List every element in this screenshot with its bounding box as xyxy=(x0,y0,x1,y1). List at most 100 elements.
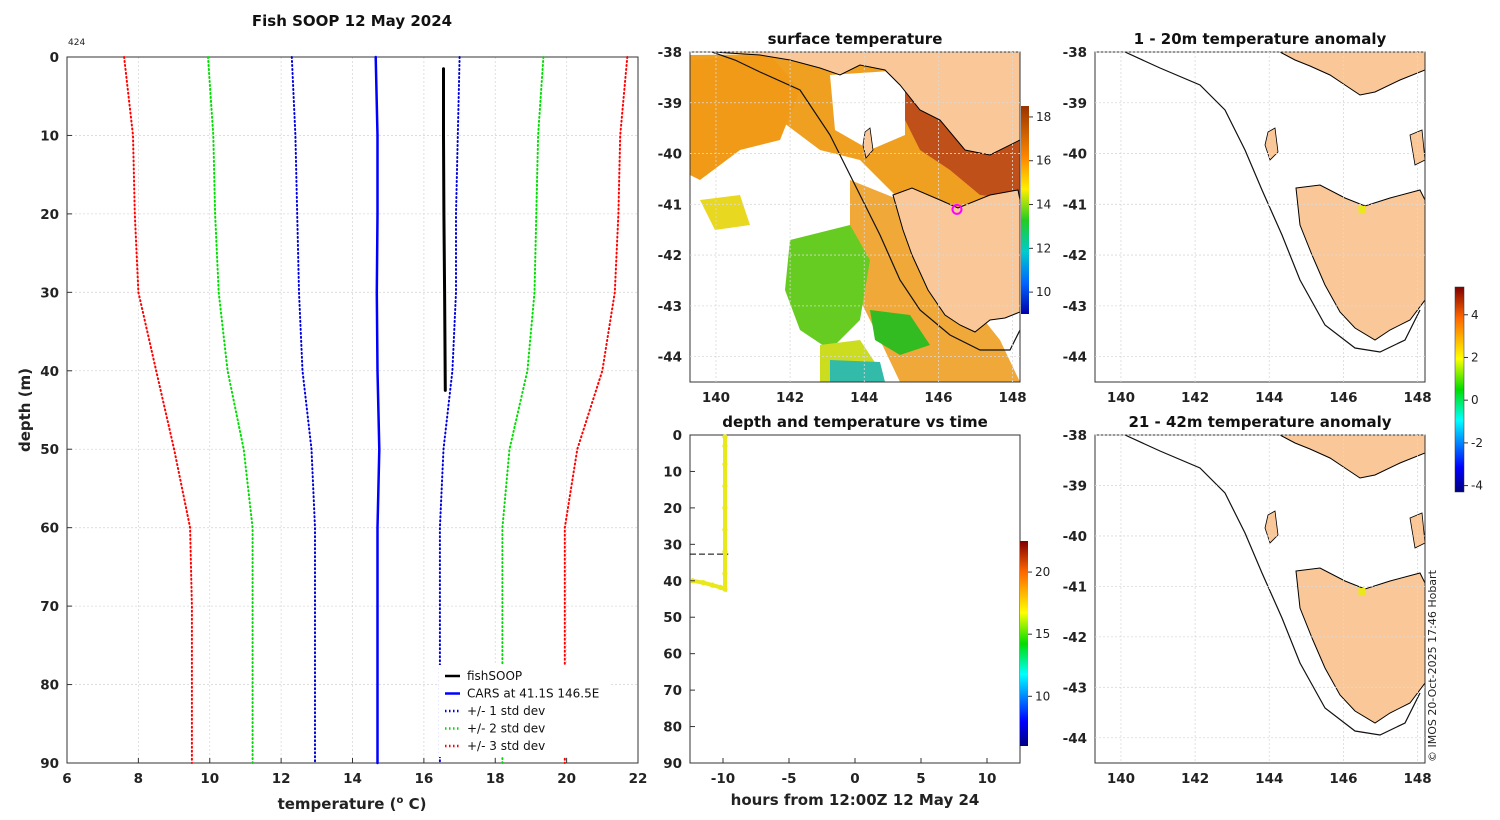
sst-green-patch-2 xyxy=(870,310,930,355)
legend-label: +/- 1 std dev xyxy=(467,704,545,718)
profile-ytick-label: 10 xyxy=(40,128,59,144)
map-ytick-label: -43 xyxy=(658,299,682,315)
profile-xtick-label: 20 xyxy=(557,771,576,787)
anomaly-lower-map xyxy=(1095,435,1425,763)
colorbar-tick-label: 15 xyxy=(1035,627,1050,641)
profile-xtick-label: 10 xyxy=(200,771,219,787)
map-xtick-label: 140 xyxy=(1107,771,1135,787)
map-ytick-label: -38 xyxy=(1063,45,1087,61)
profile-ytick-label: 60 xyxy=(40,521,59,537)
td-track xyxy=(690,434,727,593)
td-point xyxy=(722,443,728,449)
copyright-text: © IMOS 20-Oct-2025 17:46 Hobart xyxy=(1426,569,1439,762)
map-ytick-label: -44 xyxy=(1063,731,1087,747)
td-point xyxy=(722,549,728,555)
anomaly-lower-land-flinders xyxy=(1409,512,1425,549)
anomaly-upper-land-flinders xyxy=(1409,129,1425,166)
anomaly-lower-title: 21 - 42m temperature anomaly xyxy=(1128,413,1391,431)
map-xtick-label: 142 xyxy=(1181,771,1209,787)
anomaly-upper-title: 1 - 20m temperature anomaly xyxy=(1134,30,1387,48)
colorbar-tick-label: 10 xyxy=(1036,285,1051,299)
td-ytick-label: 10 xyxy=(663,464,682,480)
profile-ytick-label: 20 xyxy=(40,207,59,223)
time-depth-points xyxy=(690,434,728,593)
anomaly-upper-point xyxy=(1358,205,1366,213)
td-ytick-label: 20 xyxy=(663,501,682,517)
profile-xtick-label: 8 xyxy=(134,771,143,787)
profile-xlabel-end: C) xyxy=(403,795,426,813)
colorbar-tick-label: 12 xyxy=(1036,241,1051,255)
td-xtick-label: 0 xyxy=(850,771,859,787)
map-xtick-label: 146 xyxy=(924,390,952,406)
td-ytick-label: 40 xyxy=(663,574,682,590)
profile-ytick-label: 40 xyxy=(40,364,59,380)
anomaly-lower-point xyxy=(1358,587,1366,595)
profile-grid xyxy=(66,56,639,764)
map-ytick-label: -42 xyxy=(658,248,682,264)
map-xtick-label: 146 xyxy=(1329,771,1357,787)
anomaly-upper-map xyxy=(1095,52,1425,382)
profile-xtick-label: 22 xyxy=(629,771,648,787)
anomaly-upper-land-victoria xyxy=(1279,52,1425,96)
map-xtick-label: 144 xyxy=(1255,390,1283,406)
profile-ytick-label: 90 xyxy=(40,756,59,772)
profile-line--1-std xyxy=(438,56,461,764)
map-ytick-label: -39 xyxy=(1063,96,1087,112)
sst-green-patch-1 xyxy=(785,225,870,350)
profile-xlabel: temperature (o C) xyxy=(278,795,427,813)
profile-xtick-label: 14 xyxy=(343,771,362,787)
legend-label: +/- 2 std dev xyxy=(467,722,545,736)
anomaly-lower-ticks: 140 142 144 146 148 -38 -39 -40 -41 -42 -43 -44 xyxy=(1063,428,1432,787)
td-point xyxy=(709,582,716,588)
sst-ticks: 140 142 144 146 148 -38 -39 -40 -41 -42 -43 -44 xyxy=(658,45,1027,406)
td-ytick-label: 50 xyxy=(663,610,682,626)
anomaly-lower-land-victoria xyxy=(1279,435,1425,479)
sst-colorbar xyxy=(1021,106,1029,314)
profile-line--2-std xyxy=(207,56,254,764)
map-ytick-label: -42 xyxy=(1063,630,1087,646)
legend-label: CARS at 41.1S 146.5E xyxy=(467,687,599,701)
map-xtick-label: 142 xyxy=(1181,390,1209,406)
anomaly-lower-shelf-contour xyxy=(1124,435,1421,736)
time-depth-colorbar-ticks: 10 15 20 xyxy=(1028,565,1050,703)
profile-xlabel-main: temperature ( xyxy=(278,795,397,813)
anomaly-upper-land-king-island xyxy=(1264,127,1279,161)
td-point xyxy=(717,584,723,590)
anomaly-colorbar xyxy=(1454,286,1465,493)
colorbar-tick-label: 4 xyxy=(1471,308,1479,322)
profile-xlabel-sup: o xyxy=(396,795,403,806)
map-ytick-label: -44 xyxy=(1063,350,1087,366)
map-ytick-label: -40 xyxy=(1063,529,1087,545)
anomaly-upper-ticks: 140 142 144 146 148 -38 -39 -40 -41 -42 -43 -44 xyxy=(1063,45,1432,406)
sst-position-marker xyxy=(951,203,963,215)
profile-ylabel: depth (m) xyxy=(16,368,34,452)
colorbar-tick-label: 2 xyxy=(1471,350,1479,364)
anomaly-colorbar-ticks: 4 2 0 -2 -4 xyxy=(1464,308,1483,493)
profile-xtick-label: 12 xyxy=(272,771,291,787)
map-xtick-label: 144 xyxy=(850,390,878,406)
profile-line--1-std xyxy=(290,56,316,764)
profile-ticks: 6 8 10 12 14 16 18 20 22 0 10 20 30 40 50 60 70 80 90 xyxy=(40,50,647,787)
profile-xtick-label: 16 xyxy=(414,771,433,787)
map-ytick-label: -41 xyxy=(1063,579,1087,595)
sst-cloud-gap-3 xyxy=(690,210,800,382)
sst-cyan-patch xyxy=(830,360,885,382)
td-ytick-label: 70 xyxy=(663,683,682,699)
time-depth-ticks: -10 -5 0 5 10 0 10 20 30 40 50 60 70 80 90 xyxy=(663,428,996,787)
map-ytick-label: -41 xyxy=(658,197,682,213)
map-ytick-label: -38 xyxy=(658,45,682,61)
profile-id: 424 xyxy=(68,38,85,48)
td-point xyxy=(722,586,728,592)
td-point xyxy=(700,580,706,586)
map-ytick-label: -39 xyxy=(1063,478,1087,494)
time-depth-colorbar xyxy=(1020,541,1028,746)
map-ytick-label: -40 xyxy=(658,147,682,163)
profile-legend: fishSOOP CARS at 41.1S 146.5E +/- 1 std de… xyxy=(439,665,611,757)
anomaly-upper-shelf-contour xyxy=(1124,52,1421,353)
sst-land-tasmania xyxy=(892,187,1020,333)
anomaly-upper-land-tasmania xyxy=(1295,184,1425,341)
td-xtick-label: -5 xyxy=(782,771,797,787)
map-xtick-label: 142 xyxy=(776,390,804,406)
colorbar-tick-label: 14 xyxy=(1036,198,1051,212)
